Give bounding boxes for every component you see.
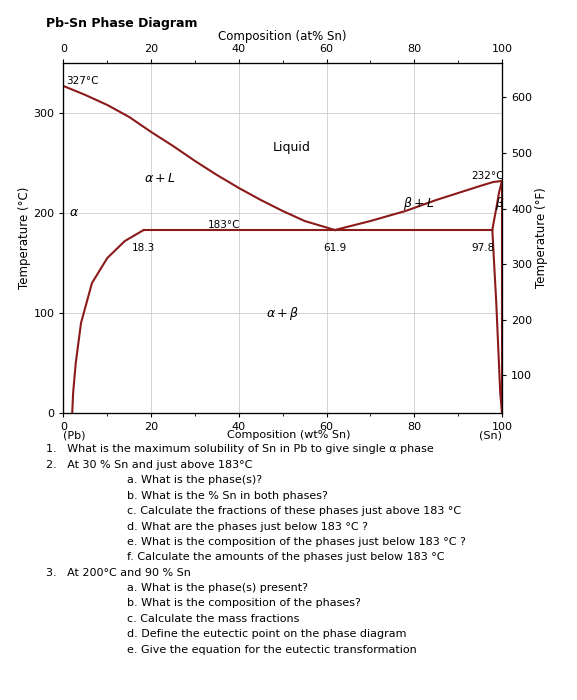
Text: $\alpha$: $\alpha$	[69, 206, 80, 220]
Text: e. What is the composition of the phases just below 183 °C ?: e. What is the composition of the phases…	[127, 537, 466, 547]
Text: Composition (wt% Sn): Composition (wt% Sn)	[227, 430, 350, 440]
Y-axis label: Temperature (°F): Temperature (°F)	[535, 188, 548, 288]
Text: c. Calculate the fractions of these phases just above 183 °C: c. Calculate the fractions of these phas…	[127, 506, 461, 516]
Text: 18.3: 18.3	[132, 243, 155, 253]
Text: c. Calculate the mass fractions: c. Calculate the mass fractions	[127, 614, 299, 624]
Text: $\alpha + \beta$: $\alpha + \beta$	[266, 304, 299, 321]
Text: 3.   At 200°C and 90 % Sn: 3. At 200°C and 90 % Sn	[46, 568, 191, 578]
Text: (Pb): (Pb)	[63, 430, 86, 440]
Text: a. What is the phase(s)?: a. What is the phase(s)?	[127, 475, 262, 485]
Text: b. What is the composition of the phases?: b. What is the composition of the phases…	[127, 598, 361, 608]
Text: 2.   At 30 % Sn and just above 183°C: 2. At 30 % Sn and just above 183°C	[46, 460, 253, 470]
Text: f. Calculate the amounts of the phases just below 183 °C: f. Calculate the amounts of the phases j…	[127, 552, 444, 562]
Text: 1.   What is the maximum solubility of Sn in Pb to give single α phase: 1. What is the maximum solubility of Sn …	[46, 444, 434, 454]
Text: d. Define the eutectic point on the phase diagram: d. Define the eutectic point on the phas…	[127, 629, 406, 639]
Text: 232°C: 232°C	[471, 171, 504, 181]
Text: $\beta$: $\beta$	[495, 195, 505, 211]
Text: 61.9: 61.9	[323, 243, 347, 253]
Text: 183°C: 183°C	[208, 220, 241, 230]
Text: a. What is the phase(s) present?: a. What is the phase(s) present?	[127, 583, 308, 593]
Text: Liquid: Liquid	[272, 141, 310, 155]
Y-axis label: Temperature (°C): Temperature (°C)	[17, 187, 31, 289]
Text: $\beta + L$: $\beta + L$	[403, 195, 434, 211]
Text: $\alpha + L$: $\alpha + L$	[144, 172, 176, 185]
Text: b. What is the % Sn in both phases?: b. What is the % Sn in both phases?	[127, 491, 328, 500]
Text: 97.8: 97.8	[471, 243, 494, 253]
Text: d. What are the phases just below 183 °C ?: d. What are the phases just below 183 °C…	[127, 522, 368, 531]
Text: Pb-Sn Phase Diagram: Pb-Sn Phase Diagram	[46, 18, 198, 31]
Text: 327°C: 327°C	[66, 76, 98, 86]
Text: (Sn): (Sn)	[479, 430, 502, 440]
X-axis label: Composition (at% Sn): Composition (at% Sn)	[219, 30, 347, 43]
Text: e. Give the equation for the eutectic transformation: e. Give the equation for the eutectic tr…	[127, 645, 417, 654]
